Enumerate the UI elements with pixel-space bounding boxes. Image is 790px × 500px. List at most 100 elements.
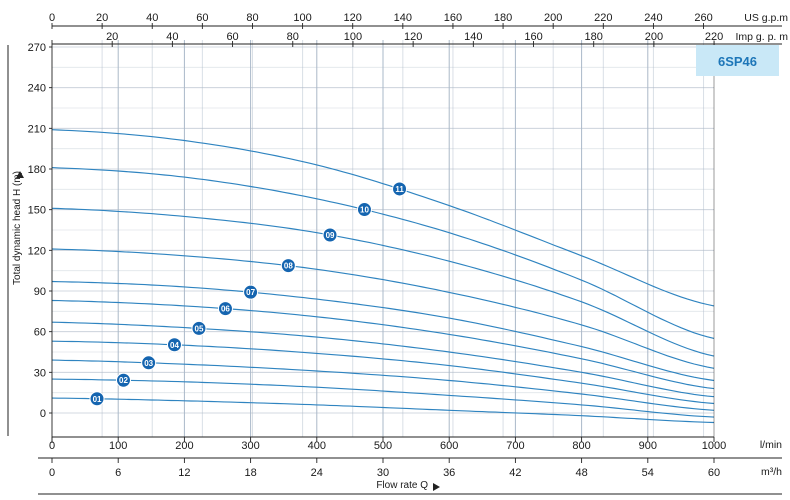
badge-06: 06 [217,301,233,317]
usgpm-tick-label: 180 [494,12,512,24]
badge-10: 10 [356,202,372,218]
usgpm-tick-label: 140 [394,12,412,24]
impgpm-tick-label: 60 [226,31,238,43]
usgpm-tick-label: 200 [544,12,562,24]
badge-label: 01 [93,395,102,404]
m3h-tick-label: 48 [575,467,587,479]
badge-circle [322,227,338,243]
title-box: 6SP46 [696,45,779,76]
badge-circle [141,355,157,371]
m3h-unit: m³/h [761,466,782,478]
badge-label: 05 [195,324,204,333]
usgpm-tick-label: 60 [196,12,208,24]
y-tick-label: 120 [28,245,46,257]
badge-04: 04 [166,337,182,353]
badge-label: 09 [326,231,335,240]
impgpm-tick-label: 120 [404,31,422,43]
badge-circle [217,301,233,317]
x-axis-arrow-icon [433,483,440,491]
curve-08 [51,248,715,369]
badge-01: 01 [89,391,105,407]
badge-circle [89,391,105,407]
y-tick-label: 270 [28,42,46,54]
m3h-tick-label: 42 [509,467,521,479]
badge-02: 02 [115,372,131,388]
curve-03 [51,359,715,411]
curve-labels: 01 02 03 04 05 06 07 08 09 10 11 [89,181,408,407]
curve-01 [51,397,715,424]
badge-03: 03 [141,355,157,371]
y-tick-label: 30 [34,367,46,379]
badge-circle [356,202,372,218]
y-tick-label: 210 [28,123,46,135]
curve-05 [51,321,715,398]
badge-07: 07 [243,284,259,300]
y-axis-label: Total dynamic head H (m) [12,171,23,285]
lmin-tick-label: 100 [109,440,127,452]
y-tick-label: 0 [40,408,46,420]
curve-09 [51,207,715,357]
performance-curves [51,129,715,424]
badge-05: 05 [191,320,207,336]
y-tick-label: 180 [28,164,46,176]
badge-08: 08 [280,258,296,274]
m3h-tick-label: 0 [49,467,55,479]
badge-circle [191,320,207,336]
badge-circle [115,372,131,388]
impgpm-tick-label: 200 [645,31,663,43]
usgpm-tick-label: 160 [444,12,462,24]
y-tick-label: 90 [34,286,46,298]
m3h-tick-label: 18 [244,467,256,479]
curve-04 [51,340,715,405]
m3h-tick-label: 30 [377,467,389,479]
usgpm-tick-label: 0 [49,12,55,24]
usgpm-tick-label: 80 [246,12,258,24]
curve-02 [51,378,715,418]
usgpm-unit: US g.p.m [744,12,788,24]
usgpm-tick-label: 240 [644,12,662,24]
curve-10 [51,167,715,339]
impgpm-unit: Imp g. p. m [735,31,788,43]
impgpm-tick-label: 20 [106,31,118,43]
lmin-tick-label: 0 [49,440,55,452]
curve-06 [51,299,715,390]
badge-label: 03 [144,359,153,368]
impgpm-tick-label: 80 [287,31,299,43]
m3h-tick-label: 12 [178,467,190,479]
badge-circle [392,181,408,197]
title-background [696,45,779,76]
impgpm-tick-label: 180 [585,31,603,43]
lmin-tick-label: 700 [506,440,524,452]
usgpm-tick-label: 100 [293,12,311,24]
badge-label: 08 [284,262,293,271]
lmin-unit: l/min [760,439,782,451]
usgpm-tick-label: 220 [594,12,612,24]
m3h-tick-label: 54 [642,467,654,479]
y-axis-arrow-icon [16,171,24,178]
lmin-tick-label: 800 [572,440,590,452]
lmin-tick-label: 400 [308,440,326,452]
curve-11 [51,129,715,307]
curve-07 [51,280,715,382]
usgpm-tick-label: 20 [96,12,108,24]
y-tick-label: 60 [34,327,46,339]
lmin-tick-label: 200 [175,440,193,452]
impgpm-tick-label: 160 [524,31,542,43]
grid [52,40,714,437]
lmin-tick-label: 1000 [702,440,726,452]
impgpm-tick-label: 220 [705,31,723,43]
lmin-tick-label: 600 [440,440,458,452]
badge-label: 11 [395,185,404,194]
usgpm-tick-label: 260 [694,12,712,24]
m3h-tick-label: 24 [311,467,323,479]
badge-label: 06 [221,305,230,314]
usgpm-tick-label: 120 [344,12,362,24]
chart-title: 6SP46 [718,54,757,69]
badge-label: 02 [119,376,128,385]
badge-circle [166,337,182,353]
lmin-tick-label: 300 [241,440,259,452]
impgpm-tick-label: 140 [464,31,482,43]
badge-09: 09 [322,227,338,243]
y-tick-label: 150 [28,205,46,217]
